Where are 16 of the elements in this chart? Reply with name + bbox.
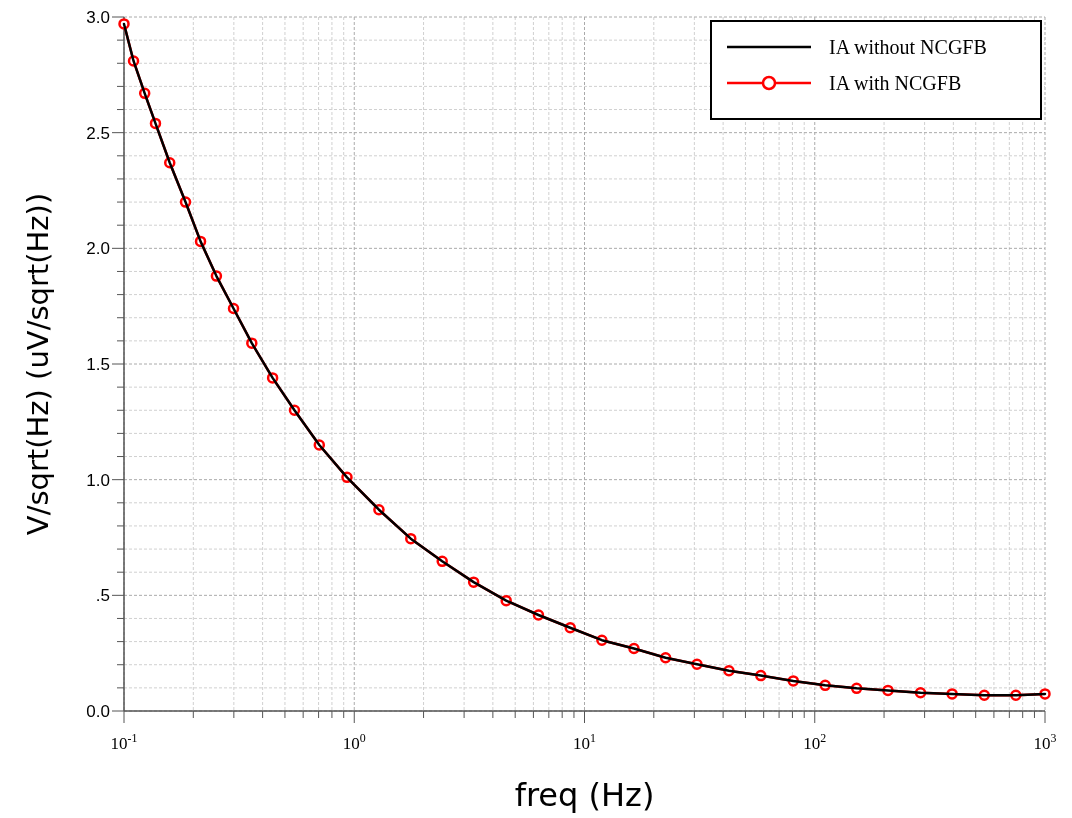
y-tick-label: 1.0 (86, 470, 110, 490)
y-tick-label: 3.0 (86, 8, 110, 27)
legend-label: IA with NCGFB (829, 72, 962, 94)
y-tick-label: 2.5 (86, 123, 110, 143)
x-tick-label: 10$^{1}$ (573, 731, 597, 753)
x-tick-label: 10$^{-1}$ (110, 731, 138, 753)
x-axis-title: freq (Hz) (514, 776, 655, 814)
x-tick-label: 10$^{0}$ (342, 731, 366, 753)
y-tick-label: .5 (95, 586, 110, 606)
x-tick-label: 10$^{3}$ (1033, 731, 1057, 753)
y-tick-label: 1.5 (86, 355, 110, 374)
x-tick-label: 10$^{2}$ (803, 731, 827, 753)
y-axis-title: V/sqrt(Hz) (uV/sqrt(Hz)) (21, 192, 55, 536)
y-tick-label: 0.0 (86, 702, 110, 721)
legend-label: IA without NCGFB (829, 36, 987, 58)
y-tick-label: 2.0 (86, 239, 110, 259)
